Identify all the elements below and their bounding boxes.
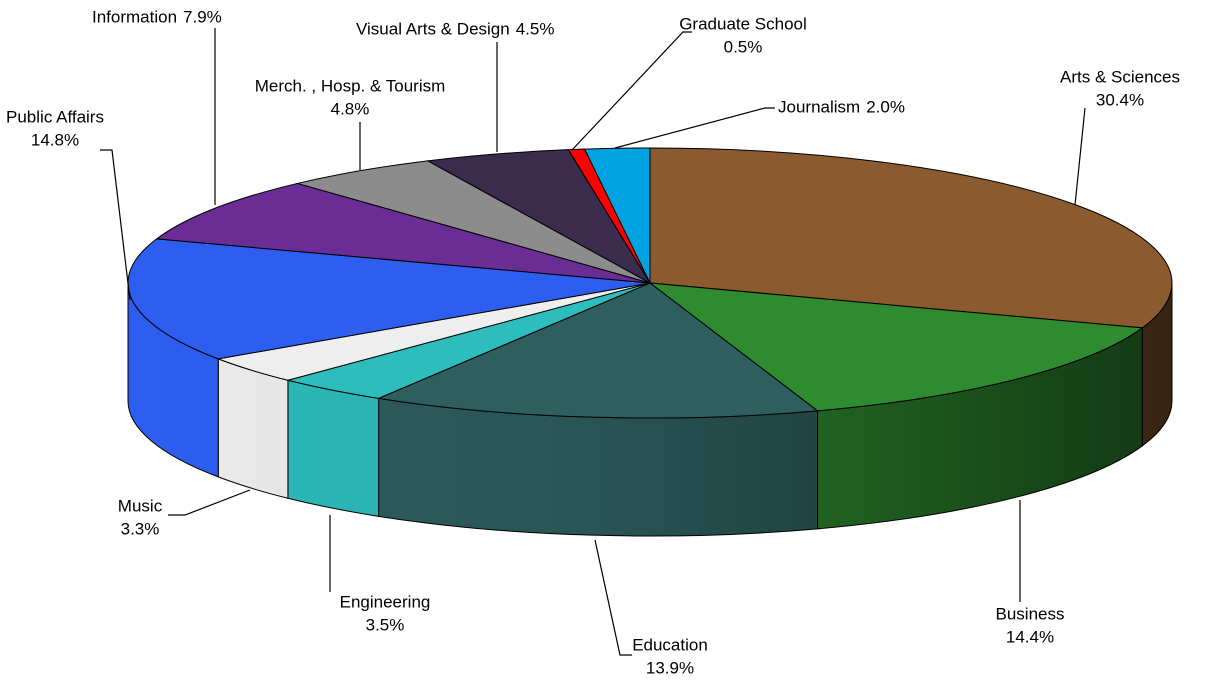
value-label: 13.9% bbox=[646, 658, 694, 677]
slice bbox=[649, 147, 1173, 329]
value-label: 30.4% bbox=[1096, 90, 1144, 109]
leader-line bbox=[1074, 107, 1086, 206]
slice-label: Business bbox=[996, 604, 1065, 623]
leader-line bbox=[571, 31, 692, 151]
value-label: 14.4% bbox=[1006, 627, 1054, 646]
slice-label: Music bbox=[118, 496, 163, 515]
value-label: 7.9% bbox=[183, 7, 222, 26]
slice bbox=[127, 238, 651, 360]
slice bbox=[376, 282, 819, 419]
value-label: 0.5% bbox=[724, 37, 763, 56]
value-label: 4.5% bbox=[516, 19, 555, 38]
slice-label: Arts & Sciences bbox=[1060, 67, 1180, 86]
slice bbox=[583, 147, 651, 284]
slice-label: Graduate School bbox=[679, 14, 807, 33]
leader-line bbox=[168, 489, 251, 516]
slice bbox=[155, 182, 651, 284]
slice-label: Information bbox=[92, 7, 177, 26]
slice-label: Public Affairs bbox=[6, 107, 104, 126]
slice bbox=[648, 282, 1144, 412]
slice-label: Visual Arts & Design bbox=[356, 19, 510, 38]
value-label: 3.3% bbox=[121, 519, 160, 538]
value-label: 4.8% bbox=[331, 99, 370, 118]
leader-line bbox=[614, 107, 775, 149]
value-label: 14.8% bbox=[31, 130, 79, 149]
slice-label: Journalism bbox=[778, 97, 860, 116]
value-label: 3.5% bbox=[366, 615, 405, 634]
slice bbox=[295, 160, 651, 284]
side-shading bbox=[128, 283, 1172, 536]
leader-line bbox=[100, 149, 131, 301]
slice-label: Engineering bbox=[340, 592, 431, 611]
value-label: 2.0% bbox=[866, 97, 905, 116]
slice-label: Education bbox=[632, 635, 708, 654]
leader-line bbox=[594, 539, 632, 656]
slice-label: Merch. , Hosp. & Tourism bbox=[255, 76, 446, 95]
